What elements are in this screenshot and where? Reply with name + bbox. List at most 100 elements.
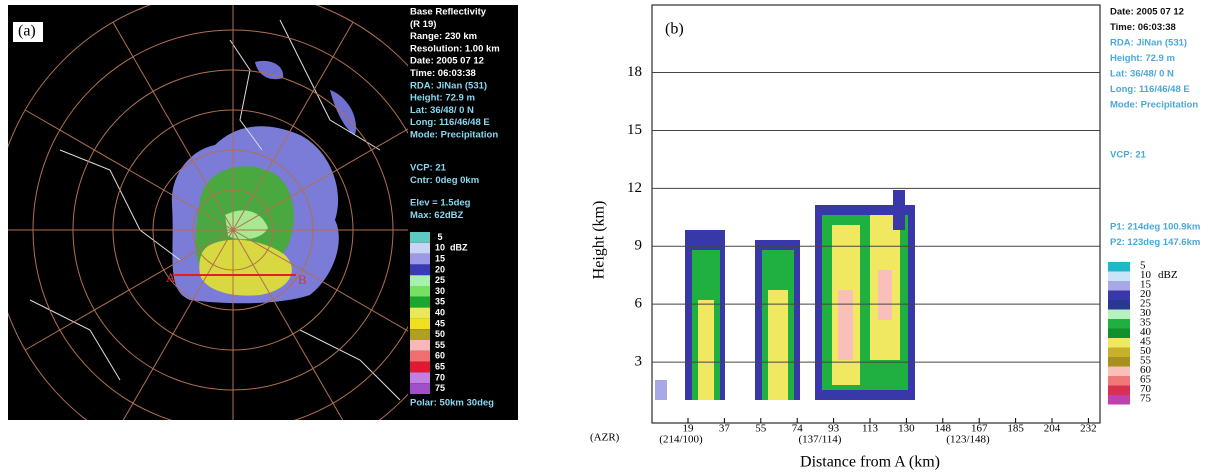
y-tick-label: 9 — [635, 238, 643, 254]
echo — [768, 290, 788, 400]
legend-swatch — [410, 253, 430, 265]
echo — [655, 380, 667, 400]
x-tick-label: 148 — [935, 423, 952, 435]
info-text: Long: 116/46/48 E — [410, 117, 490, 128]
legend-swatch — [1108, 281, 1130, 291]
azimuth-spoke — [232, 21, 354, 231]
info-text: Resolution: 1.00 km — [410, 43, 500, 54]
legend-swatch — [410, 242, 430, 254]
panel-label-box — [13, 22, 43, 42]
y-tick-label: 6 — [635, 296, 643, 312]
legend-unit: dBZ — [450, 243, 468, 253]
legend-label: 25 — [1140, 298, 1152, 310]
legend-label: 20 — [1140, 288, 1152, 300]
legend-swatch — [410, 286, 430, 297]
legend-swatch — [410, 350, 430, 362]
x-tick-label: 204 — [1044, 423, 1061, 435]
info-text: Mode: Precipitation — [1110, 100, 1198, 111]
legend-swatch — [410, 340, 430, 351]
legend-label: 20 — [435, 264, 445, 274]
legend-label: 45 — [1140, 336, 1152, 348]
legend-label: 30 — [1140, 307, 1152, 319]
legend-swatch — [1108, 347, 1130, 357]
legend-swatch — [410, 329, 430, 340]
info-text: Cntr: 0deg 0km — [410, 175, 479, 186]
info-text: VCP: 21 — [410, 163, 447, 174]
legend-swatch — [410, 296, 430, 308]
x-axis-label: Distance from A (km) — [800, 454, 940, 471]
legend-label: 45 — [435, 318, 445, 328]
info-text: RDA: JiNan (531) — [410, 80, 487, 91]
info-text: P2: 123deg 147.6km — [1110, 237, 1200, 248]
y-tick-label: 12 — [627, 180, 642, 196]
legend-label: 5 — [1140, 260, 1146, 272]
legend-label: 10 — [1140, 269, 1152, 281]
x-tick-label: 19 — [683, 423, 695, 435]
legend-label: 60 — [435, 351, 445, 361]
legend-swatch — [1108, 271, 1130, 281]
x-tick-label: 37 — [719, 423, 731, 435]
legend-label: 60 — [1140, 364, 1152, 376]
info-text: Mode: Precipitation — [410, 130, 498, 141]
legend-swatch — [410, 318, 430, 330]
legend-label: 35 — [1140, 317, 1152, 329]
info-text: Date: 2005 07 12 — [410, 56, 484, 67]
x-tick-label: 113 — [862, 423, 879, 435]
legend-swatch — [1108, 328, 1130, 338]
azr-label: (214/100) — [659, 434, 703, 446]
legend-swatch — [410, 307, 430, 319]
legend-label: 65 — [1140, 374, 1152, 386]
x-tick-label: 74 — [792, 423, 804, 435]
y-tick-label: 18 — [627, 64, 642, 80]
legend-label: 15 — [435, 253, 445, 263]
y-tick-label: 3 — [635, 354, 643, 370]
radar-image — [8, 5, 408, 420]
azimuth-spoke — [232, 229, 408, 332]
cross-section-echoes — [655, 190, 915, 400]
x-tick-label: 185 — [1007, 423, 1024, 435]
legend-swatch — [1108, 366, 1130, 376]
y-axis-label: Height (km) — [591, 201, 608, 280]
point-label: A — [166, 270, 176, 285]
azimuth-spoke — [112, 21, 234, 231]
legend-swatch — [1108, 357, 1130, 367]
echo — [255, 60, 356, 135]
x-tick-label: 93 — [828, 423, 840, 435]
legend-swatch — [1108, 338, 1130, 348]
x-tick-label: 167 — [971, 423, 988, 435]
info-text: Long: 116/46/48 E — [1110, 84, 1190, 95]
info-text: RDA: JiNan (531) — [1110, 38, 1187, 49]
legend-label: 35 — [435, 297, 445, 307]
azimuth-spoke — [232, 128, 408, 231]
legend-swatch — [410, 372, 430, 384]
legend-swatch — [410, 275, 430, 286]
legend-label: 15 — [1140, 279, 1152, 291]
info-text: Range: 230 km — [410, 31, 477, 42]
legend-swatch — [1108, 376, 1130, 386]
legend-label: 65 — [435, 361, 445, 371]
panel-label: (b) — [665, 21, 684, 38]
legend-swatch — [1108, 290, 1130, 300]
legend-swatch — [1108, 262, 1130, 272]
info-text: Elev = 1.5deg — [410, 198, 471, 209]
legend-label: 55 — [435, 340, 445, 350]
legend-label: 5 — [437, 232, 442, 242]
point-label: B — [298, 272, 307, 287]
echo — [698, 300, 714, 400]
legend-swatch — [1108, 319, 1130, 329]
panel-label: (a) — [18, 23, 36, 40]
legend-swatch — [1108, 300, 1130, 310]
legend-label: 75 — [435, 383, 445, 393]
x-tick-label: 55 — [755, 423, 767, 435]
info-text: Time: 06:03:38 — [410, 68, 476, 79]
y-tick-label: 15 — [627, 122, 642, 138]
azimuth-spoke — [24, 109, 234, 231]
info-text: Base Reflectivity — [410, 7, 487, 18]
info-text: Polar: 50km 30deg — [410, 398, 494, 409]
legend-label: 70 — [1140, 383, 1152, 395]
info-text: Height: 72.9 m — [1110, 53, 1175, 64]
info-text: Time: 06:03:38 — [1110, 22, 1176, 33]
legend-swatch — [410, 232, 430, 243]
legend-swatch — [1108, 309, 1130, 319]
